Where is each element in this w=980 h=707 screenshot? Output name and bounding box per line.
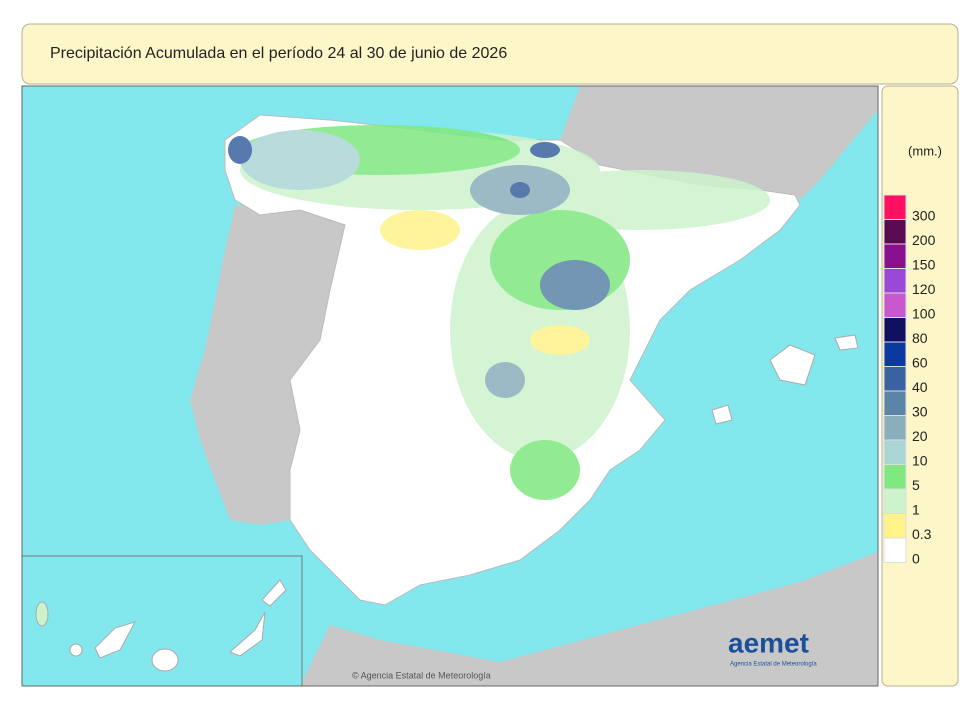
legend-label: 30 (912, 404, 928, 420)
legend-label: 100 (912, 306, 936, 322)
legend-swatch (883, 243, 907, 269)
legend-unit: (mm.) (908, 143, 942, 158)
precip-areas (228, 125, 770, 500)
portugal (190, 205, 345, 525)
legend: 300 200 150 120 100 80 60 40 30 20 10 5 1 0.3 0 (883, 194, 936, 567)
legend-label: 150 (912, 257, 936, 273)
logo-subtitle: Agencia Estatal de Meteorología (730, 662, 817, 668)
legend-label: 40 (912, 379, 928, 395)
legend-label: 200 (912, 232, 936, 248)
legend-label: 5 (912, 477, 920, 493)
legend-swatch (883, 513, 907, 539)
map-border (21, 85, 879, 687)
legend-swatch (883, 317, 907, 343)
island (35, 601, 49, 627)
legend-swatch (883, 390, 907, 416)
legend-swatch (883, 268, 907, 294)
island (261, 579, 287, 607)
canary-inset (22, 555, 303, 686)
legend-swatch (883, 537, 907, 563)
logo: aemet (728, 627, 809, 658)
island (151, 648, 179, 672)
legend-swatch (883, 341, 907, 367)
legend-swatch (883, 439, 907, 465)
legend-swatch (883, 219, 907, 245)
title-box (21, 23, 959, 85)
menorca (834, 334, 859, 351)
ibiza (711, 404, 733, 425)
legend-label: 20 (912, 428, 928, 444)
credit: © Agencia Estatal de Meteorología (352, 670, 491, 680)
legend-swatch (883, 366, 907, 392)
legend-label: 300 (912, 208, 936, 224)
legend-label: 60 (912, 355, 928, 371)
island (94, 621, 137, 659)
mallorca (769, 344, 816, 386)
legend-label: 80 (912, 330, 928, 346)
legend-swatch (883, 194, 907, 220)
legend-label: 0 (912, 551, 920, 567)
title: Precipitación Acumulada en el período 24… (50, 45, 507, 62)
legend-swatch (883, 488, 907, 514)
legend-label: 0.3 (912, 526, 932, 542)
legend-swatch (883, 292, 907, 318)
island (69, 643, 83, 657)
map: © Agencia Estatal de Meteorología aemet … (22, 86, 878, 686)
legend-swatch (883, 415, 907, 441)
africa (300, 552, 878, 686)
legend-label: 120 (912, 281, 936, 297)
island (229, 611, 266, 657)
legend-label: 1 (912, 502, 920, 518)
legend-label: 10 (912, 453, 928, 469)
legend-swatch (883, 464, 907, 490)
